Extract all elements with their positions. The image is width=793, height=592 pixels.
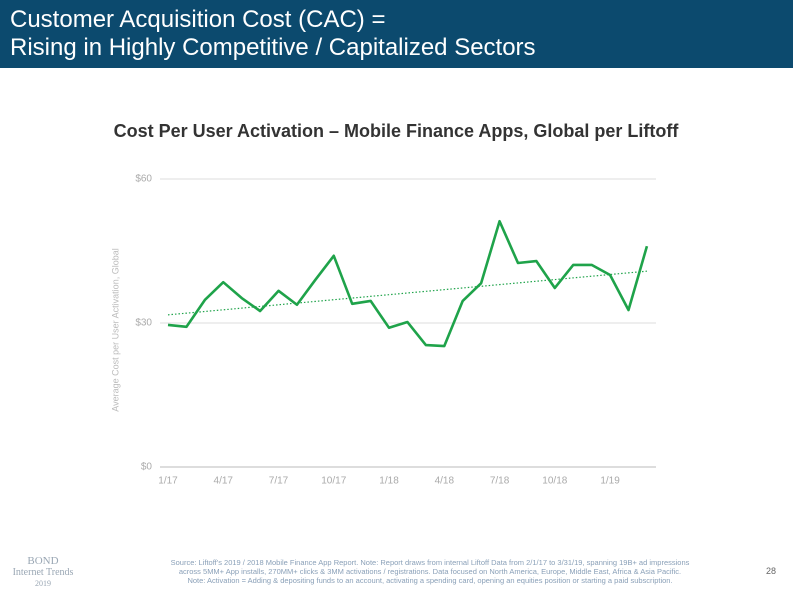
source-line: across 5MM+ App installs, 270MM+ clicks … xyxy=(178,567,682,576)
brand-sub: Internet Trends xyxy=(12,567,74,578)
x-tick-label: 4/17 xyxy=(214,476,234,487)
x-tick-label: 1/18 xyxy=(379,476,399,487)
y-axis-label: Average Cost per User Activation, Global xyxy=(110,248,120,411)
header-title: Rising in Highly Competitive / Capitaliz… xyxy=(10,34,536,61)
x-tick-label: 10/17 xyxy=(321,476,346,487)
x-tick-label: 1/17 xyxy=(158,476,178,487)
y-tick-label: $0 xyxy=(141,462,153,473)
x-tick-label: 10/18 xyxy=(542,476,567,487)
trend-line xyxy=(167,270,647,316)
x-tick-label: 4/18 xyxy=(435,476,455,487)
y-tick-label: $60 xyxy=(135,174,152,185)
header: Customer Acquisition Cost (CAC) = Rising… xyxy=(0,0,793,68)
brand-year: 2019 xyxy=(35,579,51,588)
x-tick-label: 7/17 xyxy=(269,476,289,487)
y-tick-label: $30 xyxy=(135,318,152,329)
source: Source: Liftoff's 2019 / 2018 Mobile Fin… xyxy=(120,558,740,585)
data-line xyxy=(167,219,649,348)
page-number: 28 xyxy=(766,566,777,576)
brand: BOND Internet Trends 2019 xyxy=(8,556,78,589)
x-tick-label: 7/18 xyxy=(490,476,510,487)
header-title: Customer Acquisition Cost (CAC) = xyxy=(10,6,386,33)
x-tick-label: 1/19 xyxy=(600,476,620,487)
chart-title: Cost Per User Activation – Mobile Financ… xyxy=(114,121,680,141)
source-line: Note: Activation = Adding & depositing f… xyxy=(187,576,673,585)
source-line: Source: Liftoff's 2019 / 2018 Mobile Fin… xyxy=(170,558,690,567)
brand-name: BOND xyxy=(27,555,59,567)
